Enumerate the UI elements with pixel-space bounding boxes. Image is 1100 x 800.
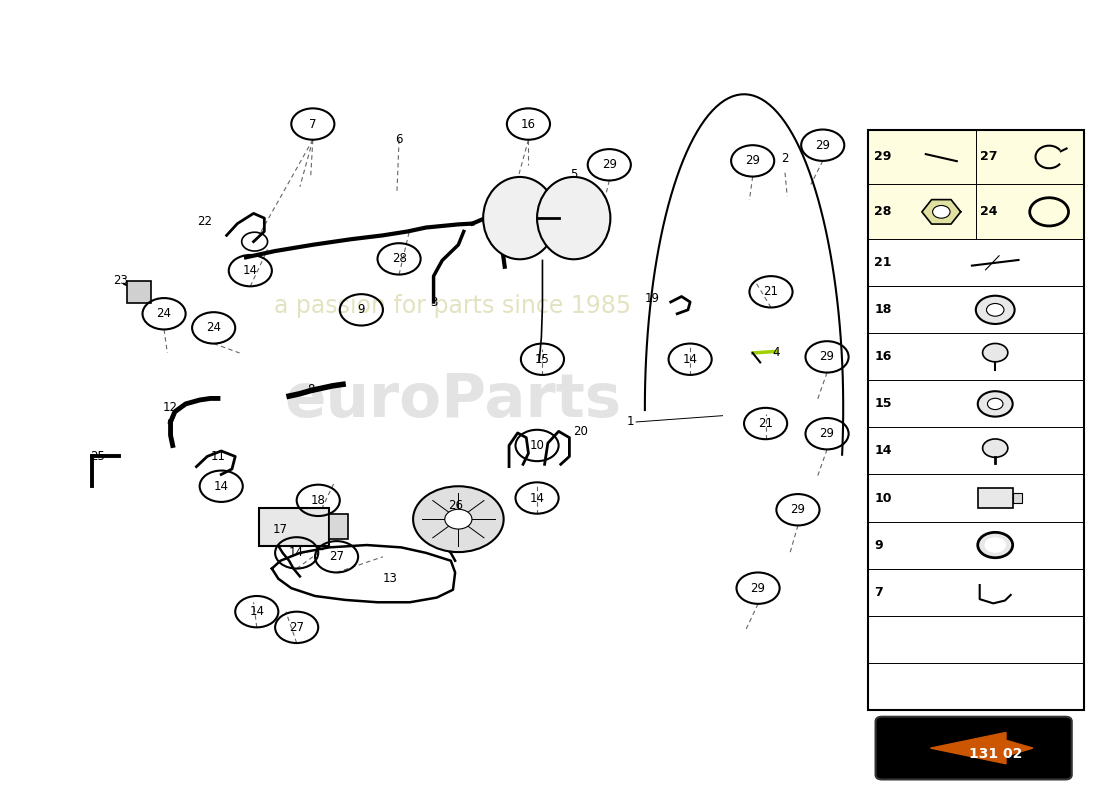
Text: 22: 22	[198, 214, 212, 228]
Circle shape	[982, 343, 1008, 362]
Text: 24: 24	[156, 307, 172, 320]
Text: 21: 21	[763, 286, 779, 298]
Circle shape	[414, 486, 504, 552]
Text: a passion for parts since 1985: a passion for parts since 1985	[274, 294, 631, 318]
Text: 6: 6	[395, 134, 403, 146]
Polygon shape	[931, 733, 1033, 764]
Text: 29: 29	[745, 154, 760, 167]
Ellipse shape	[483, 177, 557, 259]
Bar	[329, 514, 349, 538]
Bar	[868, 130, 1084, 710]
Text: 7: 7	[874, 586, 883, 598]
Text: 10: 10	[874, 491, 892, 505]
Text: 23: 23	[113, 274, 129, 287]
Bar	[258, 508, 329, 546]
Text: 16: 16	[521, 118, 536, 130]
Text: 18: 18	[311, 494, 326, 507]
Circle shape	[982, 439, 1008, 458]
Polygon shape	[922, 200, 960, 224]
FancyBboxPatch shape	[876, 717, 1071, 779]
Text: 14: 14	[874, 445, 892, 458]
Text: 19: 19	[645, 291, 660, 305]
Text: 29: 29	[750, 582, 766, 594]
Circle shape	[933, 206, 950, 218]
Bar	[1013, 493, 1022, 503]
Circle shape	[988, 398, 1003, 410]
Text: 11: 11	[210, 450, 225, 463]
Text: 14: 14	[683, 353, 697, 366]
Text: 8: 8	[307, 383, 315, 396]
Text: 5: 5	[570, 169, 578, 182]
Text: 14: 14	[250, 605, 264, 618]
Text: 18: 18	[874, 303, 892, 316]
Text: 28: 28	[392, 252, 407, 266]
Text: 13: 13	[383, 572, 398, 586]
Text: 27: 27	[329, 550, 344, 563]
Circle shape	[444, 510, 472, 529]
Circle shape	[984, 538, 1005, 553]
Text: 3: 3	[430, 295, 438, 309]
Bar	[978, 488, 1013, 508]
Circle shape	[978, 532, 1013, 558]
Ellipse shape	[537, 177, 610, 259]
Text: 27: 27	[289, 621, 305, 634]
Text: 26: 26	[448, 499, 463, 512]
Text: 21: 21	[758, 417, 773, 430]
Text: 28: 28	[874, 206, 892, 218]
Bar	[128, 281, 151, 302]
Bar	[868, 130, 1084, 239]
Text: 29: 29	[820, 427, 835, 440]
Text: 9: 9	[874, 538, 883, 551]
Text: 29: 29	[815, 138, 830, 152]
Text: 12: 12	[163, 402, 178, 414]
Circle shape	[978, 391, 1013, 417]
Text: 21: 21	[874, 256, 892, 270]
Text: 4: 4	[772, 346, 780, 359]
Text: 15: 15	[874, 398, 892, 410]
Text: 131 02: 131 02	[968, 747, 1022, 762]
Text: 29: 29	[602, 158, 617, 171]
Text: 1: 1	[627, 415, 635, 429]
Text: 9: 9	[358, 303, 365, 316]
Text: 25: 25	[90, 450, 104, 463]
Text: 29: 29	[791, 503, 805, 516]
Text: 17: 17	[273, 523, 288, 536]
Text: 29: 29	[874, 150, 892, 163]
Text: 24: 24	[980, 206, 998, 218]
Text: 16: 16	[874, 350, 892, 363]
Text: 15: 15	[535, 353, 550, 366]
Text: 14: 14	[243, 264, 257, 277]
Circle shape	[976, 296, 1014, 324]
Text: 27: 27	[980, 150, 998, 163]
Text: 7: 7	[309, 118, 317, 130]
Circle shape	[987, 303, 1004, 316]
Text: 14: 14	[289, 546, 305, 559]
Text: euroParts: euroParts	[285, 370, 622, 430]
Text: 14: 14	[213, 480, 229, 493]
Text: 24: 24	[206, 322, 221, 334]
Text: 20: 20	[573, 425, 587, 438]
Text: 14: 14	[529, 491, 544, 505]
Text: 2: 2	[781, 152, 789, 165]
Text: 29: 29	[820, 350, 835, 363]
Text: 10: 10	[529, 439, 544, 452]
